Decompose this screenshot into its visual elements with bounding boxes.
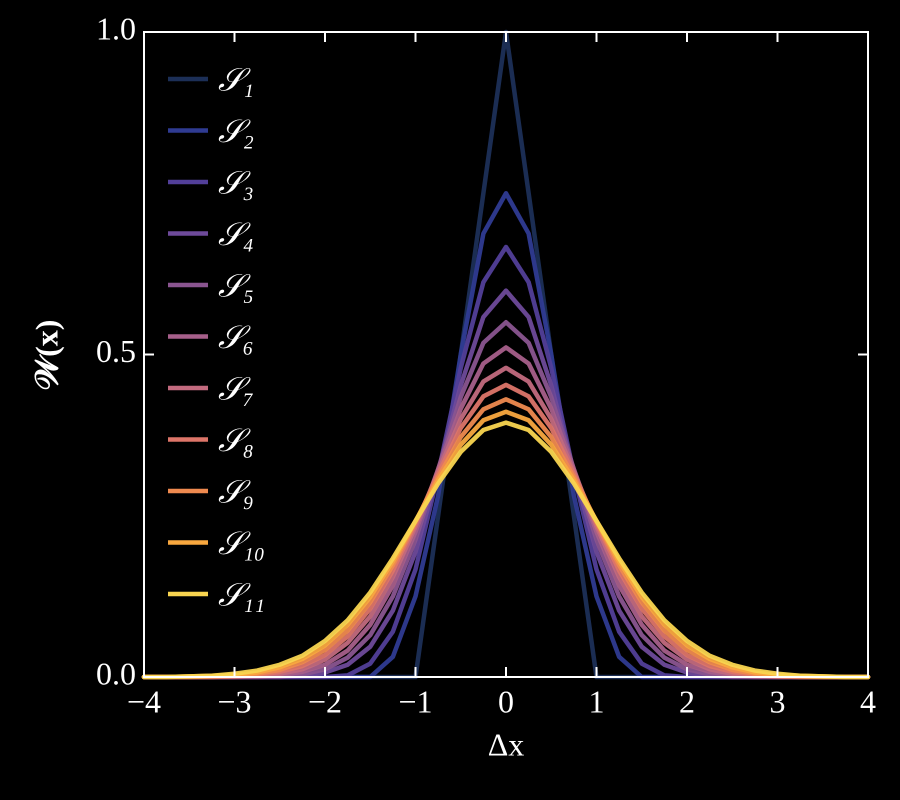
legend-label: 𝒮₅ [218, 267, 254, 303]
legend-label: 𝒮₄ [218, 216, 254, 252]
legend-label: 𝒮₁₀ [218, 525, 265, 561]
x-tick-label: 3 [770, 683, 786, 719]
x-tick-label: 0 [498, 683, 514, 719]
x-tick-label: −3 [217, 683, 251, 719]
x-tick-label: 4 [860, 683, 876, 719]
x-tick-label: −1 [398, 683, 432, 719]
y-axis-label: 𝒲(x) [28, 320, 64, 391]
legend-label: 𝒮₁₁ [218, 576, 265, 612]
series-line [141, 365, 871, 680]
x-tick-label: −4 [127, 683, 161, 719]
y-tick-label: 0.0 [96, 655, 136, 691]
legend: 𝒮₁ 𝒮₂ 𝒮₃ 𝒮₄ 𝒮₅ 𝒮₆ 𝒮₇ 𝒮₈ 𝒮₉ 𝒮₁₀ 𝒮₁₁ [168, 61, 265, 612]
legend-label: 𝒮₂ [218, 113, 254, 149]
y-tick-label: 0.5 [96, 333, 136, 369]
legend-label: 𝒮₁ [218, 61, 254, 97]
y-tick-label: 1.0 [96, 10, 136, 46]
x-tick-label: 2 [679, 683, 695, 719]
x-tick-label: −2 [308, 683, 342, 719]
series-line [141, 244, 871, 680]
x-axis-label: Δx [488, 726, 525, 762]
legend-label: 𝒮₇ [218, 370, 254, 406]
legend-label: 𝒮₉ [218, 473, 254, 509]
legend-label: 𝒮₈ [218, 422, 254, 458]
x-tick-label: 1 [589, 683, 605, 719]
series-line [141, 420, 871, 680]
legend-label: 𝒮₆ [218, 319, 254, 355]
legend-label: 𝒮₃ [218, 164, 254, 200]
